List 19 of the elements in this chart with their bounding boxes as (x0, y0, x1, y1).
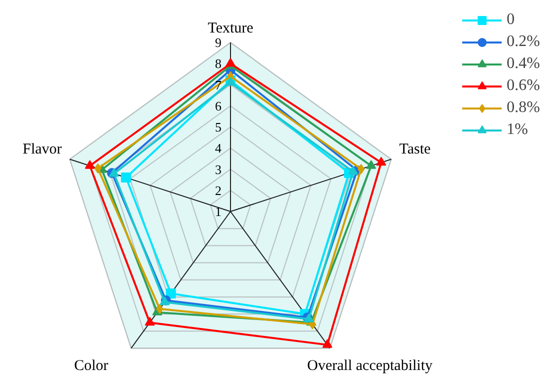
y-tick-label: 1 (215, 204, 222, 219)
spoke-label: Color (74, 358, 108, 374)
legend-label: 0 (506, 11, 516, 29)
legend-label: 0.2% (506, 33, 540, 51)
y-tick-label: 4 (215, 140, 222, 156)
spoke-label: Overall acceptability (307, 358, 434, 374)
legend-label: 0.8% (506, 99, 540, 117)
y-tick-label: 6 (215, 98, 222, 114)
legend-label: 0.4% (506, 55, 540, 73)
y-tick-label: 2 (215, 182, 222, 198)
spoke-label: Flavor (22, 141, 62, 158)
spoke-label: Texture (208, 20, 254, 36)
spoke-label: Taste (399, 141, 432, 158)
y-tick-label: 9 (215, 35, 222, 50)
legend-label: 1% (506, 121, 528, 139)
y-tick-label: 5 (215, 120, 222, 134)
y-tick-label: 8 (215, 56, 222, 72)
legend-label: 0.6% (506, 77, 540, 95)
y-tick-label: 3 (215, 162, 222, 177)
